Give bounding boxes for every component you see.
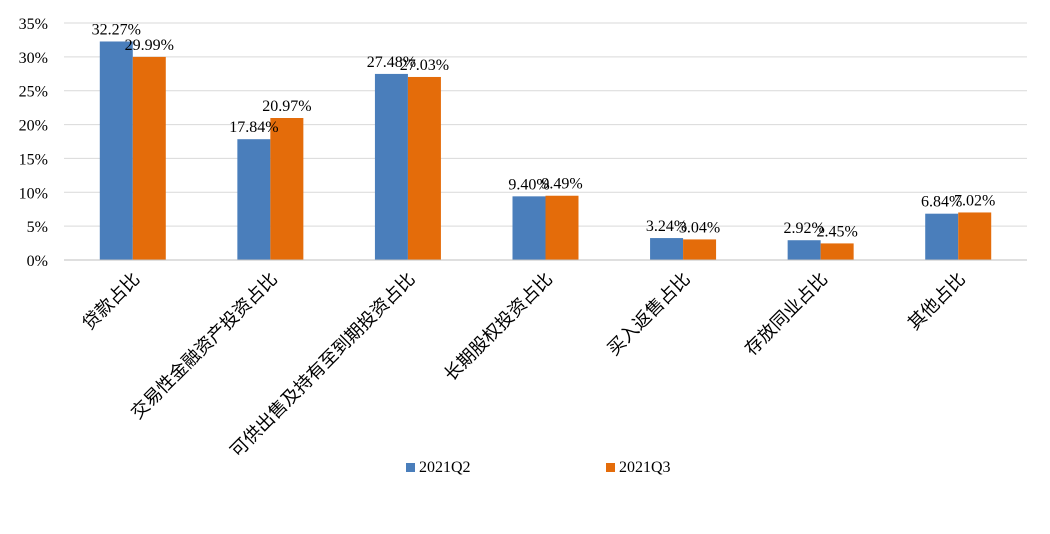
bar-2021Q3-4 (683, 239, 717, 260)
data-label: 27.03% (400, 57, 449, 74)
legend-label: 2021Q3 (619, 459, 671, 476)
data-label: 6.84% (921, 194, 962, 211)
bar-2021Q3-6 (958, 212, 992, 260)
data-label: 9.40% (508, 176, 549, 193)
bar-2021Q2-0 (99, 41, 133, 261)
legend: 2021Q2 2021Q3 (406, 459, 671, 476)
data-labels: 32.27%29.99% 17.84% 20.97% 27.48%27.03% 9.40… (92, 21, 996, 240)
category-label: 买入返售占比 (603, 269, 694, 360)
y-tick-label: 35% (19, 16, 48, 33)
data-label: 7.02% (954, 192, 995, 209)
legend-label: 2021Q2 (419, 459, 471, 476)
category-label: 贷款占比 (79, 269, 144, 334)
category-label: 其他占比 (904, 269, 969, 334)
data-label: 3.24% (646, 218, 687, 235)
category-label: 存放同业占比 (741, 269, 832, 360)
legend-swatch-2021Q2 (406, 463, 415, 472)
y-tick-label: 30% (19, 50, 48, 67)
data-label: 17.84% (229, 119, 278, 136)
y-tick-label: 10% (19, 185, 48, 202)
y-tick-label: 25% (19, 84, 48, 101)
gridlines (64, 22, 1027, 227)
data-label: 3.04% (679, 219, 720, 236)
data-label: 2.45% (816, 223, 857, 240)
data-label: 32.27% (92, 21, 141, 38)
data-label: 2.92% (783, 220, 824, 237)
y-tick-label: 0% (27, 253, 48, 270)
data-label: 20.97% (262, 98, 311, 115)
bar-2021Q3-2 (407, 76, 441, 260)
bar-2021Q2-1 (237, 139, 271, 260)
bars (99, 41, 992, 261)
bar-2021Q3-1 (270, 118, 304, 260)
category-label: 交易性金融资产投资占比 (127, 269, 281, 423)
y-tick-label: 15% (19, 151, 48, 168)
bar-2021Q2-5 (787, 240, 821, 260)
y-tick-label: 5% (27, 219, 48, 236)
bar-2021Q2-6 (925, 213, 959, 260)
category-label: 长期股权投资占比 (440, 269, 556, 385)
data-label: 27.48% (367, 54, 416, 71)
data-label: 29.99% (125, 37, 174, 54)
bar-2021Q2-4 (650, 238, 684, 260)
bar-2021Q3-5 (820, 243, 854, 260)
bar-2021Q3-3 (545, 195, 579, 260)
legend-swatch-2021Q3 (606, 463, 615, 472)
y-tick-label: 20% (19, 118, 48, 135)
data-label: 9.49% (541, 176, 582, 193)
bar-2021Q2-2 (374, 73, 408, 260)
bar-2021Q3-0 (132, 56, 166, 260)
bar-2021Q2-3 (512, 196, 546, 260)
